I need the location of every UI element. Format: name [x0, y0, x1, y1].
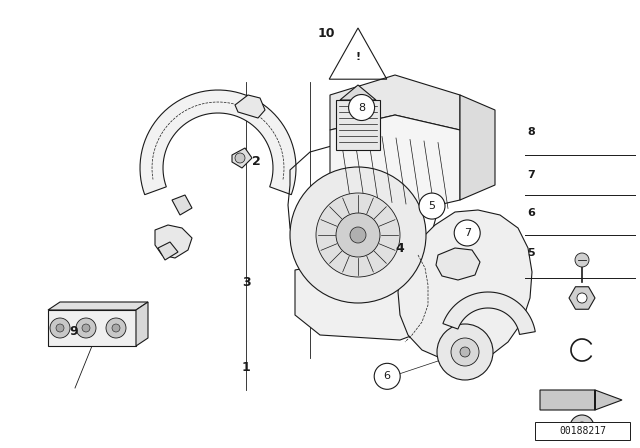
Polygon shape [140, 90, 296, 195]
Polygon shape [340, 85, 376, 100]
FancyBboxPatch shape [336, 100, 380, 150]
Circle shape [374, 363, 400, 389]
Circle shape [50, 318, 70, 338]
Circle shape [577, 422, 587, 432]
Polygon shape [232, 148, 252, 168]
Polygon shape [48, 310, 136, 346]
Polygon shape [443, 292, 535, 335]
Circle shape [336, 213, 380, 257]
Circle shape [419, 193, 445, 219]
Circle shape [437, 324, 493, 380]
Text: 10: 10 [317, 27, 335, 40]
Text: 6: 6 [527, 208, 535, 218]
Text: 1: 1 [242, 361, 251, 374]
Polygon shape [172, 195, 192, 215]
Polygon shape [460, 95, 495, 200]
Circle shape [290, 167, 426, 303]
Circle shape [82, 324, 90, 332]
Circle shape [235, 153, 245, 163]
Text: 3: 3 [242, 276, 251, 289]
Circle shape [577, 293, 587, 303]
Circle shape [316, 193, 400, 277]
Circle shape [350, 227, 366, 243]
Text: 8: 8 [527, 127, 535, 137]
FancyBboxPatch shape [535, 422, 630, 440]
Circle shape [56, 324, 64, 332]
Polygon shape [330, 115, 460, 215]
Text: 00188217: 00188217 [559, 426, 606, 436]
Text: !: ! [355, 52, 360, 62]
Polygon shape [48, 302, 148, 310]
Text: 7: 7 [463, 228, 471, 238]
Text: 7: 7 [527, 170, 535, 180]
Polygon shape [330, 75, 460, 130]
Text: 6: 6 [384, 371, 390, 381]
Circle shape [460, 347, 470, 357]
Polygon shape [540, 390, 622, 410]
Polygon shape [295, 258, 445, 340]
Polygon shape [155, 225, 192, 258]
Circle shape [451, 338, 479, 366]
Circle shape [454, 220, 480, 246]
Text: 9: 9 [69, 325, 78, 338]
Circle shape [106, 318, 126, 338]
Text: 4: 4 [396, 242, 404, 255]
Circle shape [570, 415, 594, 439]
Circle shape [76, 318, 96, 338]
Text: 5: 5 [429, 201, 435, 211]
Polygon shape [398, 210, 532, 362]
Text: 2: 2 [252, 155, 260, 168]
Polygon shape [158, 242, 178, 260]
Circle shape [349, 95, 374, 121]
Polygon shape [235, 95, 265, 118]
Polygon shape [436, 248, 480, 280]
Polygon shape [569, 287, 595, 309]
Text: 8: 8 [358, 103, 365, 112]
Circle shape [575, 253, 589, 267]
Text: 5: 5 [527, 248, 535, 258]
Circle shape [112, 324, 120, 332]
Polygon shape [136, 302, 148, 346]
